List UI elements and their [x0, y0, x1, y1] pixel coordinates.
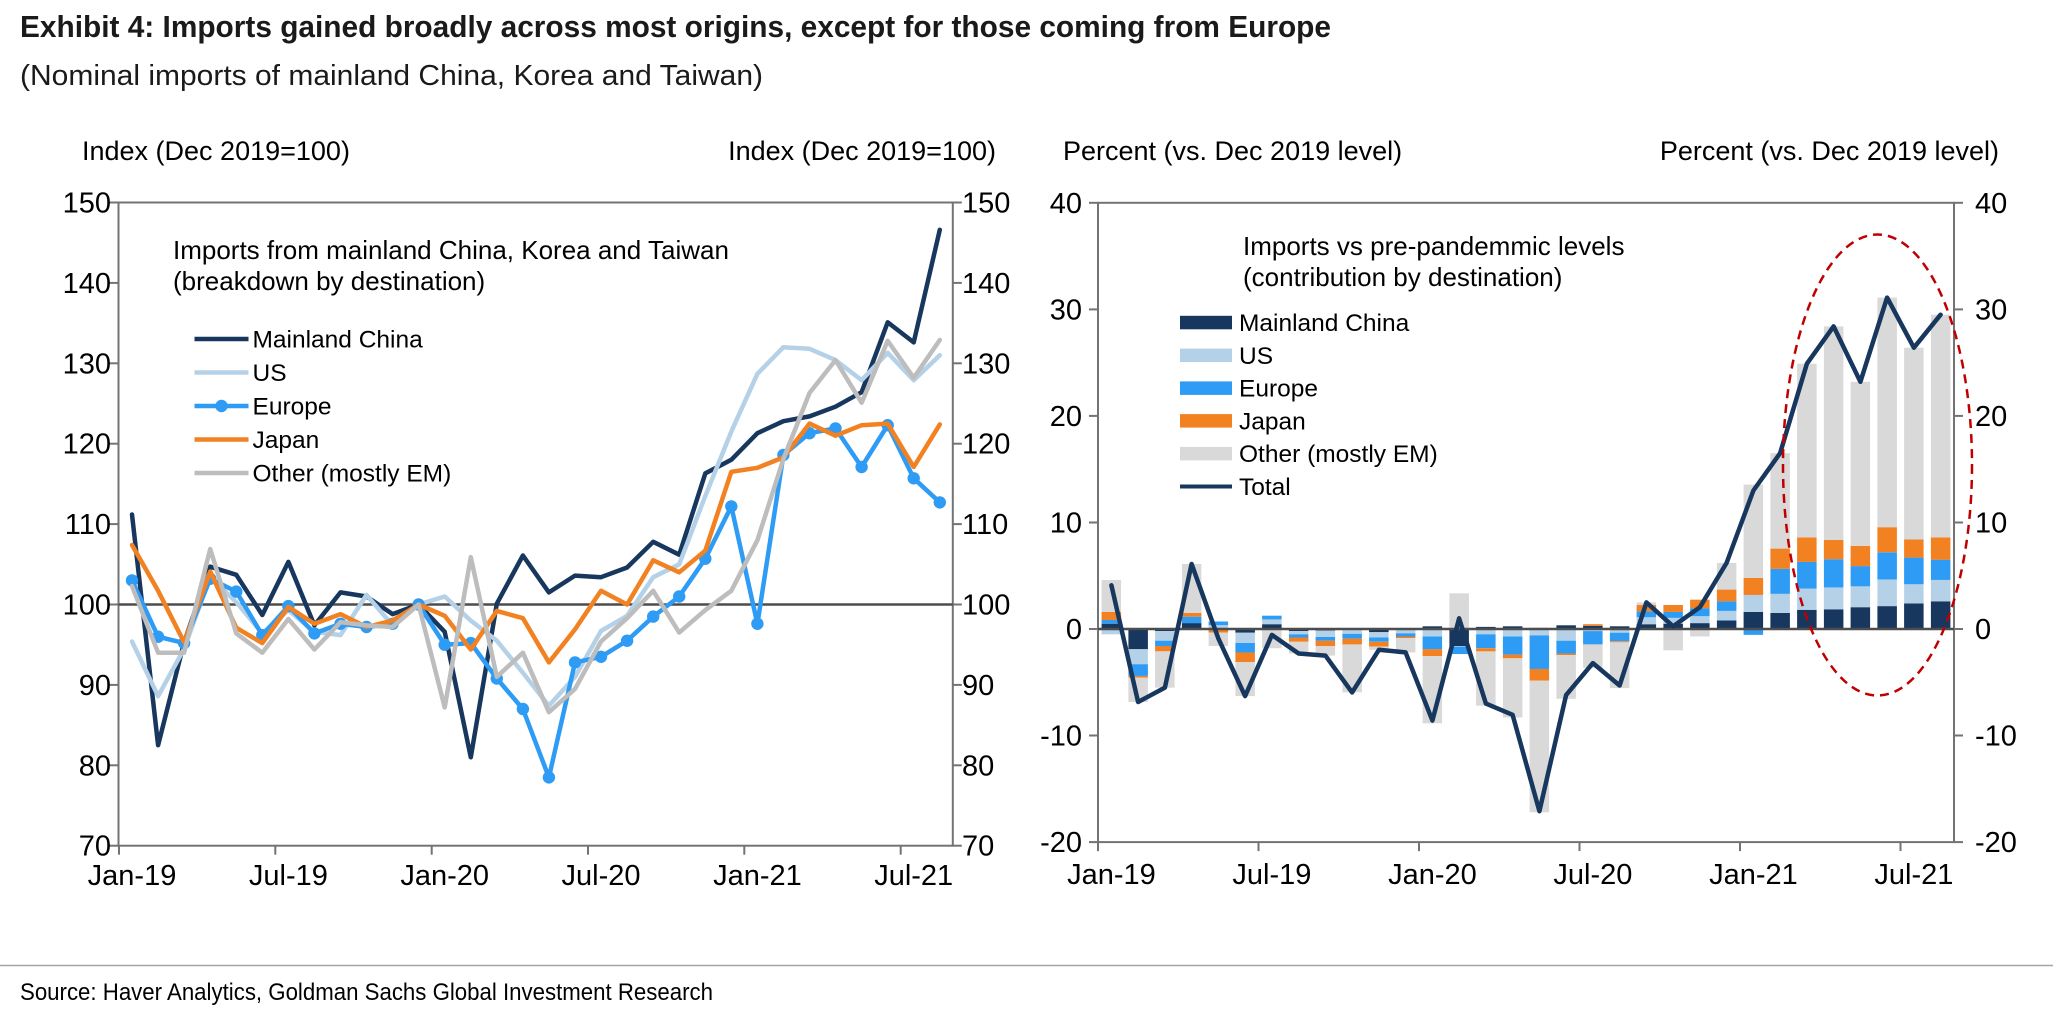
svg-text:150: 150: [63, 188, 111, 220]
svg-text:Imports from mainland China, K: Imports from mainland China, Korea and T…: [173, 235, 729, 265]
svg-text:Jul-20: Jul-20: [562, 860, 641, 892]
svg-text:Imports vs pre-pandemmic level: Imports vs pre-pandemmic levels: [1243, 231, 1624, 261]
svg-text:40: 40: [1975, 188, 2007, 220]
svg-text:90: 90: [962, 670, 994, 702]
svg-text:Other (mostly EM): Other (mostly EM): [253, 461, 452, 488]
svg-text:Jan-19: Jan-19: [88, 860, 177, 892]
svg-text:(contribution by destination): (contribution by destination): [1243, 262, 1562, 292]
svg-text:Index (Dec 2019=100): Index (Dec 2019=100): [82, 136, 350, 166]
svg-text:Jul-19: Jul-19: [1232, 859, 1311, 891]
svg-text:Exhibit 4: Imports gained broa: Exhibit 4: Imports gained broadly across…: [20, 9, 1331, 44]
svg-text:80: 80: [79, 750, 111, 782]
svg-text:Other (mostly EM): Other (mostly EM): [1239, 441, 1438, 468]
svg-text:Jan-21: Jan-21: [1709, 859, 1798, 891]
svg-text:Index (Dec 2019=100): Index (Dec 2019=100): [728, 136, 996, 166]
svg-text:Source: Haver Analytics, Goldm: Source: Haver Analytics, Goldman Sachs G…: [20, 979, 713, 1006]
svg-text:30: 30: [1050, 294, 1082, 326]
svg-text:-20: -20: [1975, 827, 2017, 859]
svg-text:Japan: Japan: [253, 427, 320, 454]
svg-text:20: 20: [1975, 401, 2007, 433]
svg-text:30: 30: [1975, 294, 2007, 326]
svg-text:Jan-20: Jan-20: [400, 860, 489, 892]
svg-text:140: 140: [63, 268, 111, 300]
svg-text:90: 90: [79, 670, 111, 702]
svg-text:40: 40: [1050, 188, 1082, 220]
svg-text:-10: -10: [1975, 721, 2017, 753]
svg-text:Jul-21: Jul-21: [1874, 859, 1953, 891]
svg-text:Jul-19: Jul-19: [249, 860, 328, 892]
svg-text:0: 0: [1066, 614, 1082, 646]
svg-text:120: 120: [63, 429, 111, 461]
svg-text:Total: Total: [1239, 474, 1291, 501]
svg-text:0: 0: [1975, 614, 1991, 646]
svg-text:Jan-19: Jan-19: [1067, 859, 1156, 891]
svg-text:-10: -10: [1040, 721, 1082, 753]
svg-text:Mainland China: Mainland China: [1239, 310, 1410, 337]
svg-text:80: 80: [962, 750, 994, 782]
svg-text:Europe: Europe: [1239, 376, 1318, 403]
svg-text:10: 10: [1050, 508, 1082, 540]
svg-text:(Nominal imports of mainland C: (Nominal imports of mainland China, Kore…: [20, 60, 763, 92]
svg-text:130: 130: [63, 348, 111, 380]
svg-text:120: 120: [962, 429, 1010, 461]
svg-text:Jan-20: Jan-20: [1388, 859, 1477, 891]
svg-text:110: 110: [65, 509, 111, 541]
svg-text:100: 100: [63, 590, 111, 622]
svg-text:Jan-21: Jan-21: [713, 860, 802, 892]
svg-text:150: 150: [962, 188, 1010, 220]
svg-text:Japan: Japan: [1239, 408, 1306, 435]
svg-text:140: 140: [962, 268, 1010, 300]
svg-text:Percent (vs. Dec 2019 level): Percent (vs. Dec 2019 level): [1063, 136, 1402, 166]
svg-text:-20: -20: [1040, 827, 1082, 859]
svg-text:US: US: [1239, 343, 1273, 370]
svg-text:100: 100: [962, 590, 1010, 622]
svg-text:Jul-20: Jul-20: [1553, 859, 1632, 891]
svg-text:(breakdown by destination): (breakdown by destination): [173, 266, 485, 296]
svg-text:Jul-21: Jul-21: [874, 860, 953, 892]
svg-text:10: 10: [1975, 508, 2007, 540]
svg-text:70: 70: [962, 831, 994, 863]
svg-text:110: 110: [962, 509, 1008, 541]
svg-text:Mainland China: Mainland China: [253, 327, 424, 354]
svg-text:US: US: [253, 360, 287, 387]
svg-text:130: 130: [962, 348, 1010, 380]
svg-text:20: 20: [1050, 401, 1082, 433]
svg-text:Europe: Europe: [253, 394, 332, 421]
svg-text:70: 70: [79, 831, 111, 863]
svg-text:Percent (vs. Dec 2019 level): Percent (vs. Dec 2019 level): [1660, 136, 1999, 166]
